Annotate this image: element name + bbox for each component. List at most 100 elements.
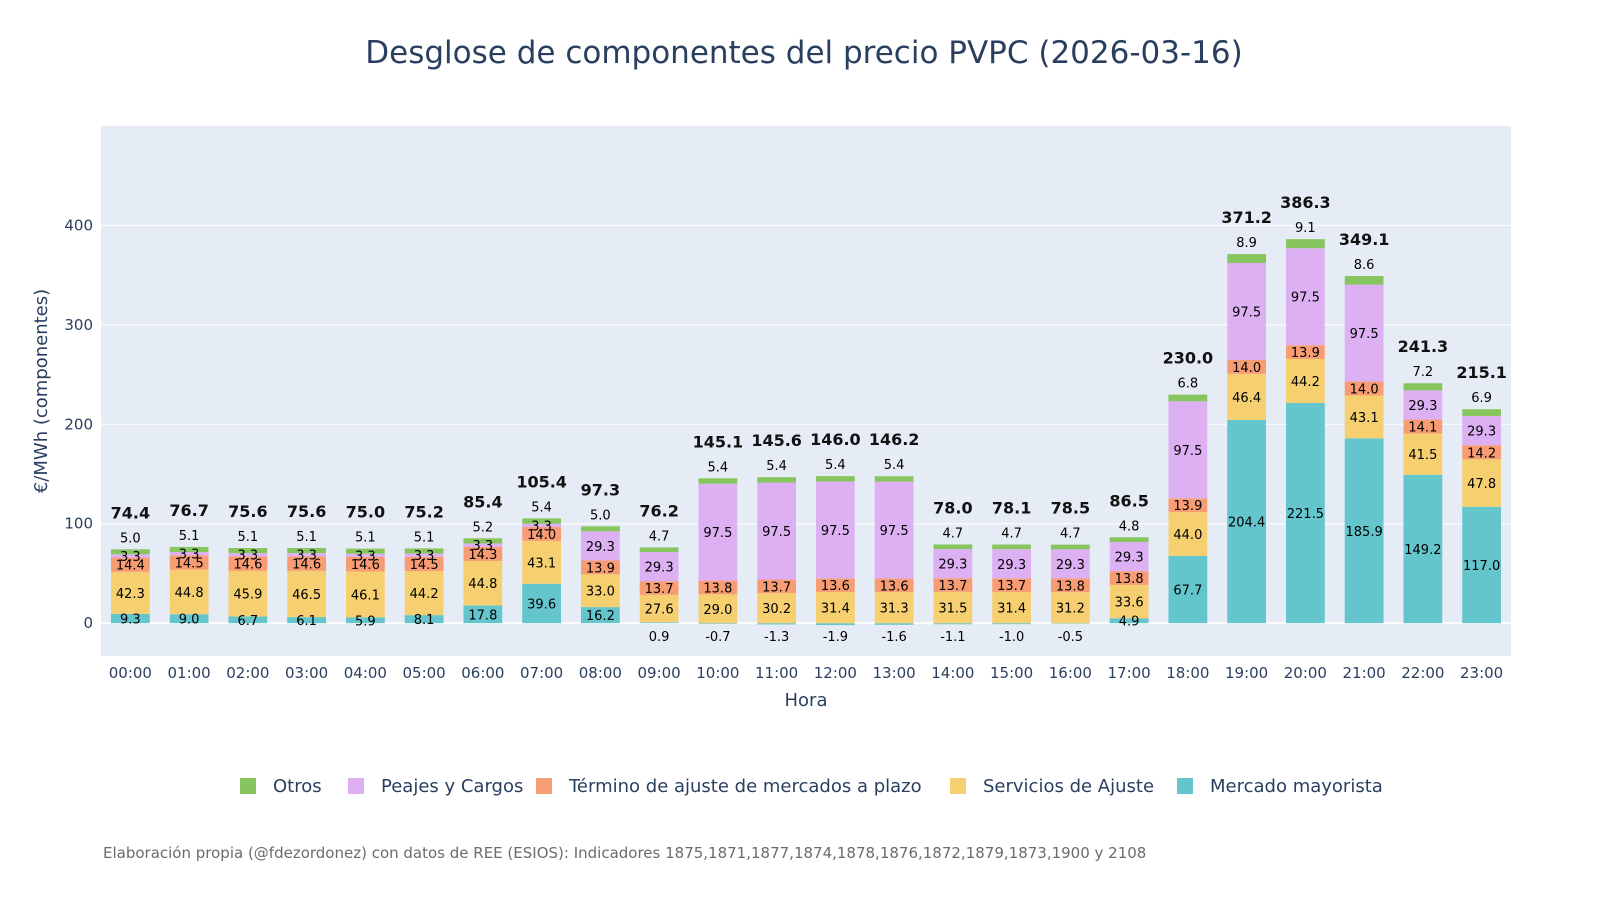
- segment-label-otros: 5.1: [238, 530, 259, 545]
- bar-mercado-mayorista-2200: [1403, 474, 1443, 624]
- total-label: 215.1: [1456, 363, 1507, 382]
- segment-label-peajes-y-cargos: 29.3: [586, 540, 615, 555]
- segment-label-peajes-y-cargos: 3.3: [238, 549, 259, 564]
- segment-label-servicios-de-ajuste: 31.4: [997, 602, 1026, 617]
- segment-label-servicios-de-ajuste: 43.1: [1350, 411, 1379, 426]
- bar-otros-0300: [287, 548, 327, 554]
- total-label: 85.4: [463, 492, 502, 511]
- total-label: 146.2: [869, 430, 920, 449]
- bar-servicios-de-ajuste-1300: [874, 592, 914, 624]
- bar-termino-ajuste-0900: [639, 581, 679, 595]
- bar-servicios-de-ajuste-1600: [1050, 592, 1090, 624]
- segment-label-otros: 7.2: [1413, 365, 1434, 380]
- segment-label-otros: 5.2: [473, 520, 494, 535]
- segment-label-mercado-mayorista: 4.9: [1119, 615, 1140, 630]
- segment-label-peajes-y-cargos: 97.5: [1350, 327, 1379, 342]
- total-label: 105.4: [516, 472, 567, 491]
- legend-item-mercado-mayorista[interactable]: Mercado mayorista: [1177, 776, 1383, 797]
- bar-otros-0200: [228, 548, 268, 554]
- bar-otros-0900: [639, 547, 679, 553]
- x-tick-label: 16:00: [1049, 664, 1092, 682]
- x-tick-label: 18:00: [1166, 664, 1209, 682]
- bar-servicios-de-ajuste-0100: [169, 569, 209, 615]
- segment-label-otros: 6.8: [1178, 377, 1199, 392]
- segment-label-mercado-mayorista: 0.9: [649, 630, 670, 645]
- bar-otros-1900: [1227, 254, 1267, 263]
- segment-label-termino-ajuste: 14.0: [1232, 361, 1261, 376]
- segment-label-peajes-y-cargos: 97.5: [762, 525, 791, 540]
- legend-label: Otros: [273, 776, 322, 797]
- segment-label-servicios-de-ajuste: 31.2: [1056, 602, 1085, 617]
- segment-label-servicios-de-ajuste: 43.1: [527, 556, 556, 571]
- bar-servicios-de-ajuste-0600: [463, 560, 503, 606]
- segment-label-mercado-mayorista: -0.7: [705, 630, 730, 645]
- segment-label-mercado-mayorista: -1.3: [764, 630, 789, 645]
- bar-termino-ajuste-0500: [404, 556, 444, 572]
- legend-item-servicios-de-ajuste[interactable]: Servicios de Ajuste: [950, 776, 1154, 797]
- x-tick-label: 12:00: [814, 664, 857, 682]
- x-tick-label: 13:00: [873, 664, 916, 682]
- bar-otros-1800: [1168, 394, 1208, 402]
- bar-mercado-mayorista-0600: [463, 605, 503, 624]
- segment-label-mercado-mayorista: 221.5: [1287, 507, 1324, 522]
- legend-item-termino-ajuste[interactable]: Término de ajuste de mercados a plazo: [536, 776, 922, 797]
- segment-label-servicios-de-ajuste: 33.0: [586, 585, 615, 600]
- bar-otros-2200: [1403, 383, 1443, 391]
- x-tick-label: 06:00: [461, 664, 504, 682]
- bar-servicios-de-ajuste-0400: [345, 571, 385, 618]
- total-label: 146.0: [810, 430, 861, 449]
- bar-termino-ajuste-1100: [757, 579, 797, 594]
- bar-termino-ajuste-1300: [874, 578, 914, 593]
- bar-termino-ajuste-0200: [228, 556, 268, 571]
- segment-label-peajes-y-cargos: 97.5: [821, 524, 850, 539]
- bar-mercado-mayorista-0300: [287, 617, 327, 624]
- segment-label-mercado-mayorista: 117.0: [1463, 559, 1500, 574]
- bar-otros-0500: [404, 548, 444, 554]
- bar-mercado-mayorista-0700: [522, 583, 562, 624]
- segment-label-mercado-mayorista: 39.6: [527, 597, 556, 612]
- segment-label-servicios-de-ajuste: 42.3: [116, 587, 145, 602]
- legend[interactable]: Otros Peajes y Cargos Término de ajuste de…: [240, 776, 1383, 797]
- bar-termino-ajuste-0800: [580, 560, 620, 575]
- total-label: 75.2: [404, 502, 443, 521]
- y-axis-ticks: 0 100 200 300 400: [64, 216, 93, 632]
- bar-servicios-de-ajuste-0900: [639, 594, 679, 623]
- bar-otros-1100: [757, 477, 797, 483]
- segment-label-termino-ajuste: 14.6: [233, 558, 262, 573]
- bar-mercado-mayorista-1200: [815, 623, 855, 626]
- bar-peajes-y-cargos-1900: [1227, 262, 1267, 360]
- y-tick-label: 400: [64, 216, 93, 234]
- total-label: 74.4: [111, 503, 150, 522]
- bar-servicios-de-ajuste-1100: [757, 593, 797, 624]
- bar-termino-ajuste-1400: [933, 578, 973, 592]
- bar-peajes-y-cargos-0800: [580, 531, 620, 561]
- segment-label-peajes-y-cargos: 3.3: [296, 549, 317, 564]
- segment-label-termino-ajuste: 13.7: [645, 582, 674, 597]
- gridlines: [101, 224, 1511, 625]
- legend-item-otros[interactable]: Otros: [240, 776, 322, 797]
- bar-termino-ajuste-0700: [522, 527, 562, 541]
- bar-peajes-y-cargos-0700: [522, 523, 562, 528]
- bar-otros-0000: [110, 549, 150, 555]
- segment-label-termino-ajuste: 13.7: [762, 580, 791, 595]
- segment-label-otros: 5.4: [825, 458, 846, 473]
- bar-servicios-de-ajuste-2000: [1285, 358, 1325, 403]
- total-label: 97.3: [581, 480, 620, 499]
- segment-label-termino-ajuste: 13.6: [821, 579, 850, 594]
- legend-swatch: [348, 778, 364, 794]
- x-tick-label: 22:00: [1401, 664, 1444, 682]
- segment-label-peajes-y-cargos: 3.3: [473, 539, 494, 554]
- x-tick-label: 09:00: [638, 664, 681, 682]
- x-tick-label: 07:00: [520, 664, 563, 682]
- total-label: 75.6: [287, 502, 326, 521]
- bar-otros-0400: [345, 548, 385, 554]
- legend-item-peajes-y-cargos[interactable]: Peajes y Cargos: [348, 776, 523, 797]
- bar-servicios-de-ajuste-1900: [1227, 373, 1267, 420]
- segment-label-mercado-mayorista: -1.0: [999, 630, 1024, 645]
- segment-label-servicios-de-ajuste: 27.6: [645, 603, 674, 618]
- x-tick-label: 15:00: [990, 664, 1033, 682]
- total-labels: 74.4 76.7 75.6 75.6 75.0 75.2 85.4 105.4 97.3 76.…: [111, 193, 1507, 522]
- segment-label-mercado-mayorista: -1.9: [823, 630, 848, 645]
- bar-termino-ajuste-1200: [815, 578, 855, 592]
- bar-peajes-y-cargos-0500: [404, 553, 444, 557]
